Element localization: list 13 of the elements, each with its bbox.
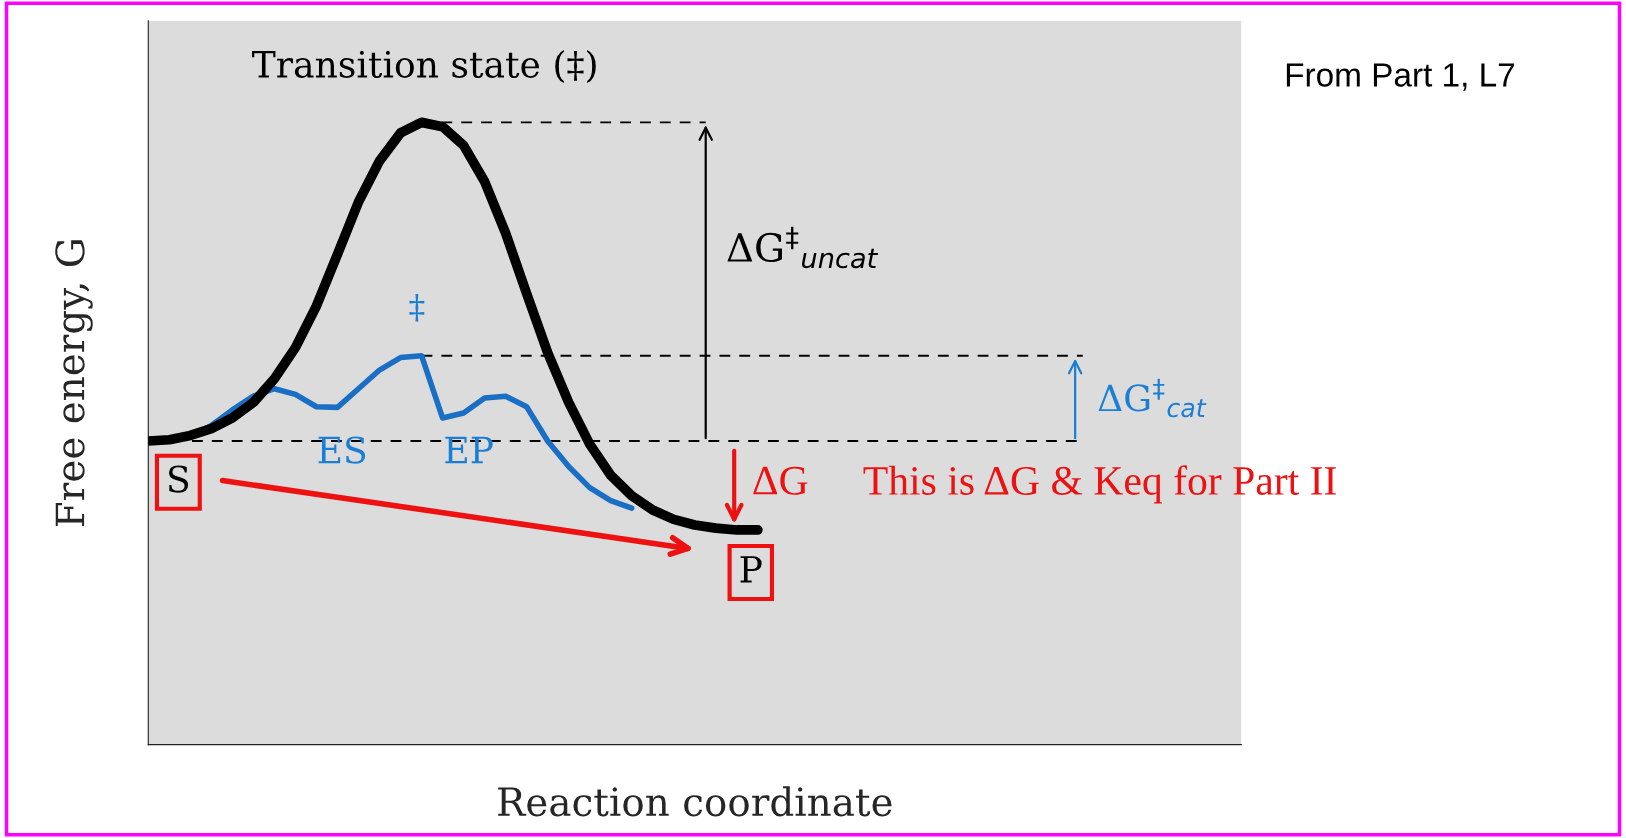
annotation: P xyxy=(740,556,762,583)
annotation: S xyxy=(169,465,189,493)
text: Transition state (‡) xyxy=(252,49,596,83)
annotation: ΔG$^{‡}$$_{uncat}$ xyxy=(727,226,879,269)
x-axis-title: Reaction coordinate xyxy=(498,786,892,817)
y-axis-title: Free energy, G xyxy=(55,240,93,527)
annotation: ‡ xyxy=(409,293,425,322)
annotation: ΔG xyxy=(753,466,808,495)
text: From Part 1, L7 xyxy=(1286,63,1515,91)
annotation: EP xyxy=(445,436,493,464)
annotation: ΔG$^{‡}$$_{cat}$ xyxy=(1098,378,1207,418)
annotation: ES xyxy=(318,436,366,464)
annotation: This is ΔG & Keq for Part II xyxy=(863,465,1336,504)
